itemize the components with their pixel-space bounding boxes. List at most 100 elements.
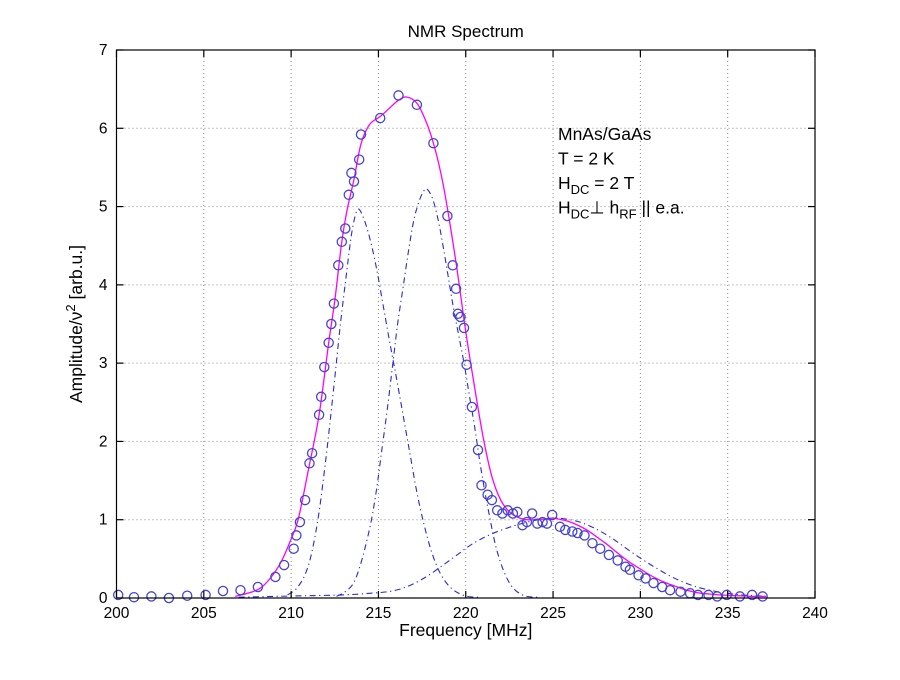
data-point-marker [612,555,623,566]
data-point-marker [603,549,615,561]
data-point-marker [721,589,733,601]
data-point-marker [692,589,704,601]
data-point-marker [270,571,281,583]
data-point-marker [461,359,472,370]
data-point-marker [537,516,548,528]
data-point-marker [294,516,306,528]
data-point-marker [306,447,318,459]
data-point-marker [374,112,386,124]
data-point-marker [526,508,538,519]
data-point-marker [579,530,590,541]
data-point-marker [594,543,606,554]
data-point-marker [235,584,246,596]
axes-frame [115,49,816,599]
data-point-marker [299,494,311,506]
component-2-curve [336,188,538,598]
data-point-marker [455,311,466,323]
x-tick-label: 230 [627,605,653,622]
data-point-marker [541,518,553,529]
data-point-marker [340,223,351,234]
x-tick-label: 210 [278,605,304,622]
data-point-marker [112,589,124,601]
data-points-scatter [112,90,768,604]
data-point-marker [711,591,723,602]
data-point-marker [411,99,423,111]
data-point-marker [648,577,659,589]
data-point-marker [288,543,299,554]
data-point-marker [393,90,404,101]
data-point-marker [472,444,484,456]
y-tick-label: 3 [99,355,108,372]
data-point-marker [633,570,644,581]
annotation-line: HDC = 2 T [558,173,635,197]
data-point-marker [587,537,598,549]
data-point-marker [447,260,458,271]
plot-text: 200 205 210 215 220 225 230 235 240 0 1 2 3 4 5 6 7 NMR S… [63,22,828,640]
data-point-marker [128,591,140,603]
data-point-marker [757,591,768,602]
data-point-marker [450,283,462,295]
data-point-marker [304,458,315,469]
annotation-line: T = 2 K [558,149,615,169]
data-point-marker [491,505,503,516]
data-point-marker [572,527,583,539]
x-tick-label: 225 [540,605,566,622]
data-point-marker [521,516,533,528]
y-tick-label: 6 [99,120,108,137]
data-point-marker [181,590,193,601]
data-point-marker [476,480,487,491]
x-tick-label: 235 [715,605,741,622]
x-axis-label: Frequency [MHz] [399,620,532,640]
data-point-marker [252,581,264,593]
plot-series [112,90,768,604]
data-point-marker [328,298,340,309]
data-point-marker [734,591,746,602]
data-point-marker [507,508,519,519]
data-point-marker [348,176,360,187]
data-point-marker [458,322,470,334]
y-tick-label: 4 [99,277,108,294]
x-tick-label: 205 [191,605,217,622]
data-point-marker [560,524,571,536]
x-tick-label: 215 [366,605,392,622]
data-point-marker [428,137,439,149]
x-tick-label: 220 [453,605,479,622]
data-point-marker [217,585,229,597]
data-point-marker [624,564,636,576]
y-tick-label: 2 [99,433,108,450]
data-point-marker [278,559,290,571]
data-point-marker [452,308,464,320]
y-tick-label: 5 [99,199,108,216]
x-tick-label: 240 [802,605,828,622]
data-point-marker [323,337,334,349]
data-point-marker [746,589,758,601]
data-point-marker [291,530,302,541]
y-tick-label: 1 [99,512,108,529]
plot-grid [116,50,815,598]
data-point-marker [313,409,325,421]
x-tick-label: 200 [104,605,130,622]
y-tick-label: 7 [99,42,108,59]
data-point-marker [146,591,157,602]
data-point-marker [640,573,651,584]
data-point-marker [355,129,367,140]
y-tick-label: 0 [99,590,108,607]
data-point-marker [336,236,348,248]
data-point-marker [200,589,211,601]
component-1-curve [287,208,479,598]
annotation-line: HDC⊥ hRF || e.a. [558,198,685,222]
data-point-marker [497,508,508,519]
fit-curve [235,96,767,598]
data-point-marker [353,154,365,165]
data-point-marker [486,494,498,506]
data-point-marker [315,391,327,403]
data-point-marker [546,509,558,521]
data-point-marker [664,584,676,596]
component-3-curve [238,517,767,598]
data-point-marker [442,210,453,222]
data-point-marker [326,318,337,330]
data-point-marker [466,401,478,413]
